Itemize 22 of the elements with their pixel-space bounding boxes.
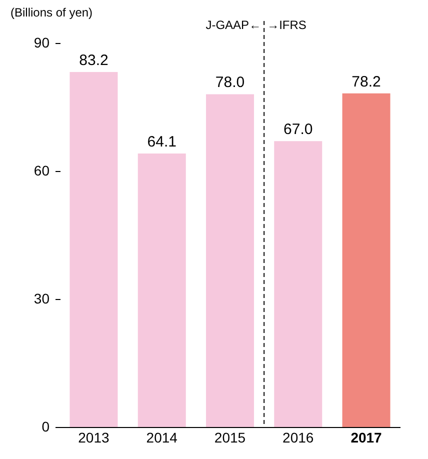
data-label: 83.2 (79, 52, 108, 70)
x-tick-label: 2017 (350, 430, 382, 446)
bar (138, 154, 186, 427)
data-label: 78.2 (352, 73, 381, 90)
data-label: 78.0 (215, 74, 245, 92)
y-tick-label: 0 (42, 418, 50, 434)
x-tick-label: 2013 (78, 430, 110, 446)
bar (70, 72, 118, 427)
x-tick-label: 2014 (146, 430, 178, 446)
text: J-GAAP← (206, 18, 262, 32)
data-label: 64.1 (147, 134, 176, 151)
bar (274, 141, 322, 427)
text: →IFRS (267, 18, 306, 32)
y-axis-title: (Billions of yen) (10, 6, 93, 20)
bar (342, 93, 390, 427)
y-tick-label: 30 (34, 290, 50, 306)
y-tick-label: 60 (34, 162, 50, 178)
x-tick-label: 2016 (282, 430, 314, 446)
y-tick-label: 90 (34, 34, 50, 50)
x-tick-label: 2015 (214, 430, 246, 446)
data-label: 67.0 (284, 121, 313, 138)
bar (206, 94, 254, 427)
